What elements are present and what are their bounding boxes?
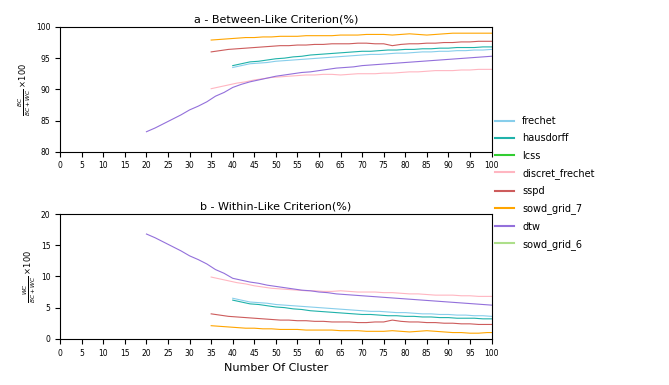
Y-axis label: $\frac{BC}{BC+WC}$ ×100: $\frac{BC}{BC+WC}$ ×100	[17, 63, 33, 116]
X-axis label: Number Of Cluster: Number Of Cluster	[223, 363, 328, 373]
Title: a - Between-Like Criterion(%): a - Between-Like Criterion(%)	[193, 15, 358, 25]
Title: b - Within-Like Criterion(%): b - Within-Like Criterion(%)	[200, 202, 351, 212]
Legend: frechet, hausdorff, lcss, discret_frechet, sspd, sowd_grid_7, dtw, sowd_grid_6: frechet, hausdorff, lcss, discret_freche…	[492, 113, 597, 253]
Y-axis label: $\frac{WC}{BC+WC}$ ×100: $\frac{WC}{BC+WC}$ ×100	[21, 250, 38, 303]
